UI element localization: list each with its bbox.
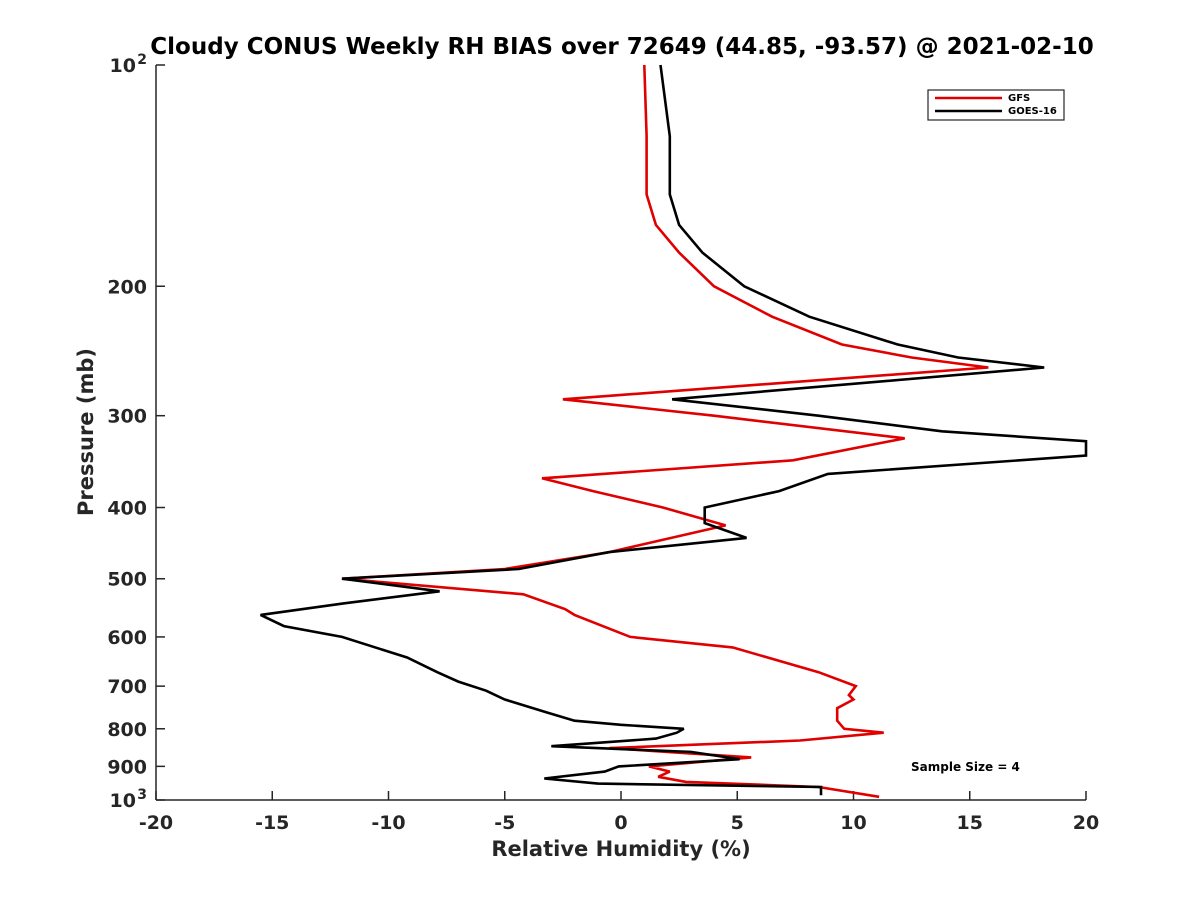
x-tick-label: -10 bbox=[371, 812, 405, 834]
x-tick-label: -5 bbox=[494, 812, 515, 834]
y-tick-label: 500 bbox=[107, 569, 147, 591]
x-tick-label: 15 bbox=[957, 812, 983, 834]
x-axis-label: Relative Humidity (%) bbox=[491, 837, 750, 861]
y-tick-label: 600 bbox=[107, 627, 147, 649]
x-tick-label: 5 bbox=[731, 812, 744, 834]
legend: GFS GOES-16 bbox=[927, 89, 1065, 121]
y-tick-exponent: 3 bbox=[137, 787, 147, 803]
y-tick-label: 10 bbox=[110, 790, 136, 812]
y-tick-label: 10 bbox=[110, 55, 136, 77]
x-ticks: -20 -15 -10 -5 0 5 10 15 20 bbox=[139, 791, 1099, 834]
series-line-gfs bbox=[341, 64, 989, 799]
x-tick-label: 20 bbox=[1073, 812, 1099, 834]
y-tick-exponent: 2 bbox=[137, 52, 147, 68]
legend-label-goes16: GOES-16 bbox=[1008, 106, 1057, 117]
series-layer bbox=[260, 64, 1088, 799]
x-tick-label: 0 bbox=[614, 812, 627, 834]
y-tick-label: 800 bbox=[107, 719, 147, 741]
chart-title: Cloudy CONUS Weekly RH BIAS over 72649 (… bbox=[150, 34, 1093, 60]
y-tick-label: 300 bbox=[107, 406, 147, 428]
series-line-goes16 bbox=[260, 64, 1088, 796]
x-tick-label: -20 bbox=[139, 812, 173, 834]
legend-box bbox=[927, 89, 1065, 121]
y-tick-label: 200 bbox=[107, 276, 147, 298]
x-tick-label: -15 bbox=[255, 812, 289, 834]
sample-size-annotation: Sample Size = 4 bbox=[911, 760, 1020, 774]
y-tick-label: 700 bbox=[107, 676, 147, 698]
y-axis-label: Pressure (mb) bbox=[74, 348, 98, 516]
y-tick-label: 400 bbox=[107, 498, 147, 520]
x-tick-label: 10 bbox=[840, 812, 866, 834]
legend-label-gfs: GFS bbox=[1008, 93, 1030, 104]
y-tick-label: 900 bbox=[107, 756, 147, 778]
